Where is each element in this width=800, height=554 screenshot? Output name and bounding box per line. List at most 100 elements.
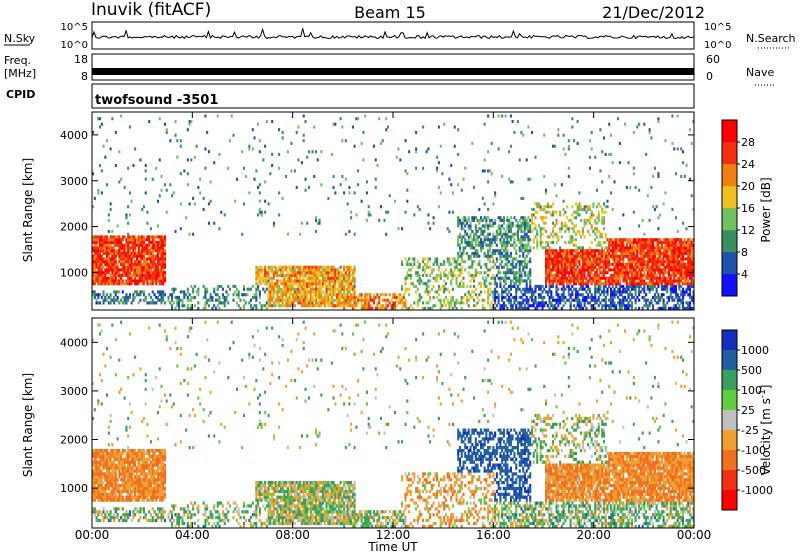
power-cell [111, 298, 114, 302]
power-cell [476, 249, 479, 253]
power-cell [149, 262, 152, 266]
power-cell [653, 265, 656, 269]
power-cell [588, 155, 591, 159]
power-cell [638, 271, 641, 275]
power-cell [95, 249, 98, 253]
power-cell [557, 265, 560, 269]
power-cell [149, 265, 152, 269]
power-cell [662, 304, 665, 308]
power-cell [560, 235, 563, 239]
power-cell [601, 221, 604, 225]
power-cell [123, 257, 126, 261]
power-cell [520, 229, 523, 233]
power-cell [164, 243, 167, 247]
power-cell [288, 284, 291, 288]
power-cell [545, 251, 548, 255]
power-cell [522, 229, 525, 233]
power-cell [495, 249, 498, 253]
power-cell [531, 221, 534, 225]
power-cell [569, 293, 572, 297]
power-cell [678, 260, 681, 264]
freq-trace [92, 68, 694, 75]
power-cell [255, 306, 258, 310]
power-cell [520, 238, 523, 242]
power-cell [655, 240, 658, 244]
power-cell [634, 306, 637, 310]
power-cell [683, 282, 686, 286]
power-cell [652, 260, 655, 264]
power-cell [292, 268, 295, 272]
power-cell [485, 254, 488, 258]
power-cell [666, 271, 669, 275]
power-cell [106, 282, 109, 286]
power-cell [127, 276, 130, 280]
power-cell [464, 240, 467, 244]
power-cell [107, 301, 110, 305]
power-cell [164, 235, 167, 239]
power-cell [109, 282, 112, 286]
power-cell [488, 169, 491, 173]
power-cell [146, 249, 149, 253]
power-cell [674, 265, 677, 269]
power-cell [139, 235, 142, 239]
power-cell [114, 268, 117, 272]
power-cell [520, 243, 523, 247]
power-cell [576, 141, 579, 145]
power-cell [638, 282, 641, 286]
power-cell [344, 276, 347, 280]
power-cell [334, 304, 337, 308]
power-cell [346, 268, 349, 272]
power-cell [587, 229, 590, 233]
power-cell [539, 295, 542, 299]
power-cell [142, 282, 145, 286]
power-cell [176, 298, 179, 302]
power-cell [527, 227, 530, 231]
power-cell [318, 221, 321, 225]
power-cell [580, 251, 583, 255]
power-cell [388, 293, 391, 297]
power-cell [197, 306, 200, 310]
power-cell [155, 273, 158, 277]
power-cell [516, 232, 519, 236]
power-cell [522, 243, 525, 247]
power-cell [652, 287, 655, 291]
power-cell [153, 243, 156, 247]
power-cell [118, 150, 121, 154]
power-cell [116, 279, 119, 283]
power-cell [258, 210, 261, 214]
power-cell [285, 268, 288, 272]
power-cell [569, 218, 572, 222]
power-cell [288, 265, 291, 269]
power-cell [581, 229, 584, 233]
power-cell [425, 150, 428, 154]
power-cell [481, 243, 484, 247]
power-cell [95, 273, 98, 277]
power-cell [667, 279, 670, 283]
power-cell [509, 293, 512, 297]
power-cell [669, 273, 672, 277]
power-cell [648, 238, 651, 242]
power-cell [100, 240, 103, 244]
power-cell [520, 306, 523, 310]
power-cell [502, 227, 505, 231]
power-cell [146, 235, 149, 239]
power-cell [100, 238, 103, 242]
power-cell [620, 257, 623, 261]
power-cell [97, 235, 100, 239]
power-cell [571, 257, 574, 261]
power-cell [409, 276, 412, 280]
power-cell [594, 301, 597, 305]
power-cell [529, 290, 532, 294]
power-cell [541, 227, 544, 231]
power-cell [604, 271, 607, 275]
power-cell [160, 254, 163, 258]
power-cell [548, 290, 551, 294]
power-cell [286, 301, 289, 305]
power-cell [162, 298, 165, 302]
power-cell [511, 260, 514, 264]
power-cell [344, 271, 347, 275]
power-cell [302, 293, 305, 297]
power-cell [515, 218, 518, 222]
power-cell [92, 260, 95, 264]
power-cell [588, 287, 591, 291]
